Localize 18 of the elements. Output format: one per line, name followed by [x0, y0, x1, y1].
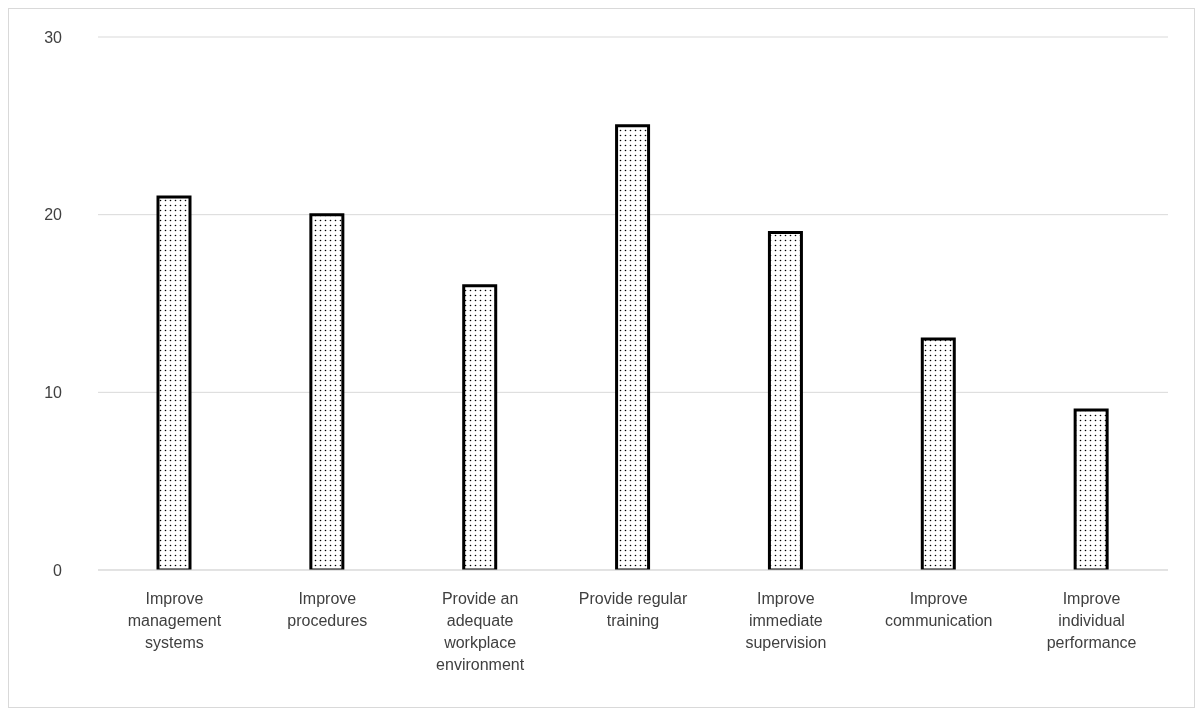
bar — [767, 230, 803, 570]
y-tick-label: 10 — [44, 384, 63, 402]
bar — [920, 337, 956, 570]
bar — [156, 195, 192, 570]
y-tick-label: 0 — [53, 561, 63, 579]
y-tick-label: 30 — [44, 28, 63, 46]
x-tick-label: Improve individual performance — [1046, 590, 1137, 651]
x-tick-label: Provide regular training — [578, 590, 688, 629]
bar — [309, 213, 345, 570]
bar — [615, 124, 651, 570]
x-tick-label: Improve procedures — [287, 590, 368, 629]
bar — [462, 284, 498, 570]
x-tick-label: Provide an adequate workplace environment — [436, 590, 525, 673]
x-tick-label: Improve immediate supervision — [745, 590, 827, 651]
x-tick-label: Improve management systems — [127, 590, 222, 651]
x-tick-label: Improve communication — [884, 590, 993, 629]
bar — [1073, 408, 1109, 570]
y-tick-label: 20 — [44, 206, 63, 224]
